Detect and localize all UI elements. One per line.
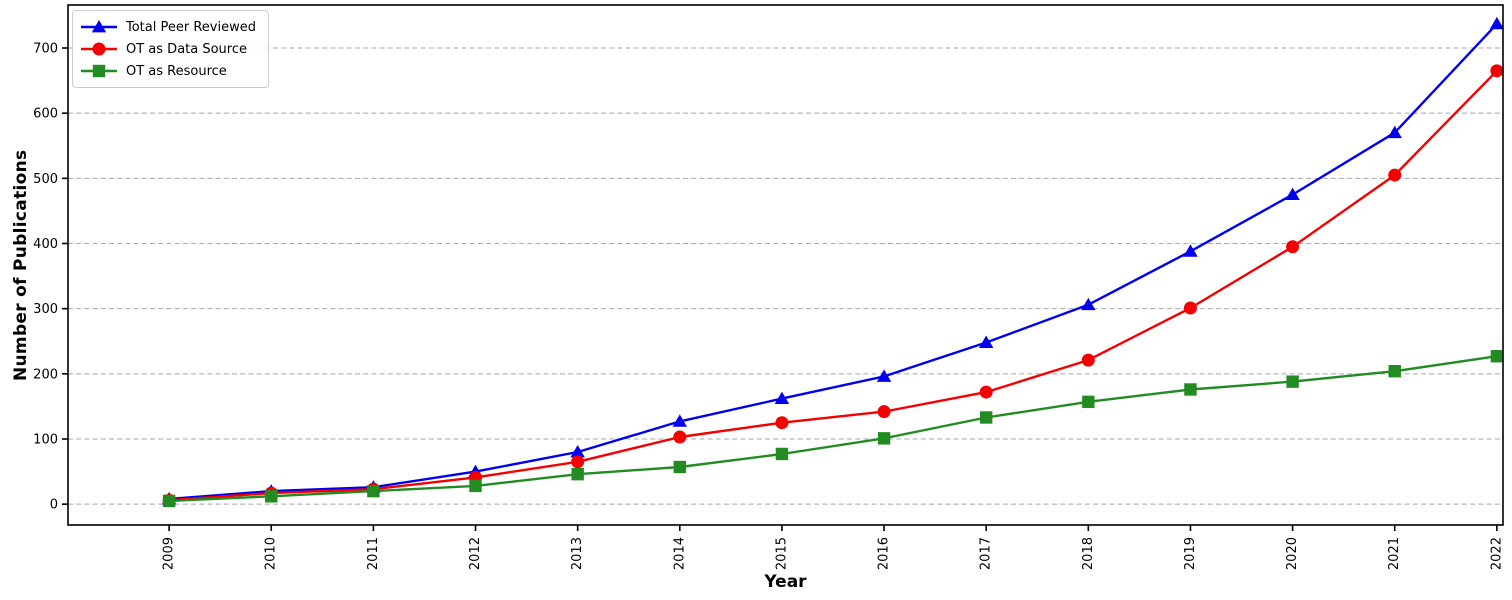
circle-marker — [673, 430, 687, 444]
y-tick-label: 500 — [33, 172, 58, 187]
legend-label: OT as Data Source — [126, 41, 247, 57]
legend-marker-triangle-icon — [81, 20, 117, 33]
x-tick-label: 2011 — [366, 537, 381, 570]
circle-marker — [571, 455, 585, 469]
square-marker — [265, 490, 278, 503]
triangle-marker — [978, 335, 994, 348]
circle-marker — [1388, 168, 1402, 182]
legend-item-ot-as-data-source: OT as Data Source — [80, 39, 256, 59]
square-marker — [775, 447, 789, 461]
circle-marker — [1490, 64, 1504, 78]
triangle-marker — [91, 20, 107, 33]
series-line — [167, 22, 1499, 501]
square-marker — [162, 494, 176, 508]
legend-marker-circle-icon — [81, 42, 117, 56]
x-axis-title: Year — [764, 572, 807, 592]
series-total-peer-reviewed — [161, 16, 1505, 505]
x-tick-label: 2016 — [877, 537, 892, 570]
triangle-marker — [1387, 125, 1402, 139]
x-tick-label: 2017 — [979, 537, 994, 570]
triangle-marker — [1285, 187, 1300, 201]
x-tick-label: 2014 — [672, 537, 687, 570]
x-tick-label: 2018 — [1081, 537, 1096, 570]
y-tick-label: 0 — [50, 498, 58, 513]
legend-label: OT as Resource — [126, 63, 227, 79]
chart-legend: Total Peer Reviewed OT as Data Source OT… — [72, 10, 269, 88]
circle-marker — [775, 416, 789, 430]
x-tick-label: 2013 — [570, 537, 585, 570]
x-tick-label: 2015 — [774, 537, 789, 570]
y-axis-title: Number of Publications — [11, 149, 31, 381]
series-line — [167, 69, 1499, 502]
x-tick-label: 2022 — [1489, 537, 1504, 570]
y-tick-label: 200 — [33, 367, 58, 382]
x-tick-label: 2019 — [1183, 537, 1198, 570]
square-marker — [1286, 375, 1299, 388]
square-marker — [469, 479, 482, 493]
square-marker — [673, 460, 686, 474]
y-tick-label: 400 — [33, 237, 58, 252]
triangle-marker — [672, 414, 687, 427]
series-line — [167, 355, 1499, 503]
y-tick-label: 100 — [33, 432, 58, 447]
y-tick-label: 300 — [33, 302, 58, 317]
x-tick-label: 2010 — [264, 537, 279, 570]
legend-item-total-peer-reviewed: Total Peer Reviewed — [80, 17, 256, 37]
axis-ticks: 0 100 200 300 400 500 600 700 2009 2010 2011 2012 20… — [33, 42, 1504, 571]
triangle-marker — [1081, 297, 1096, 311]
x-tick-label: 2012 — [468, 537, 483, 570]
x-tick-label: 2021 — [1387, 537, 1402, 570]
square-marker — [1388, 365, 1401, 378]
square-marker — [571, 467, 584, 481]
y-tick-label: 600 — [33, 107, 58, 122]
square-marker — [1082, 395, 1095, 409]
circle-marker — [1081, 353, 1095, 367]
legend-label: Total Peer Reviewed — [126, 19, 256, 35]
circle-marker — [1183, 301, 1197, 315]
gridlines — [68, 47, 1503, 505]
y-tick-label: 700 — [33, 42, 58, 57]
square-marker — [979, 411, 993, 424]
legend-marker-square-icon — [81, 64, 117, 78]
circle-marker — [92, 42, 106, 56]
circle-marker — [1286, 240, 1300, 254]
legend-item-ot-as-resource: OT as Resource — [80, 61, 256, 81]
square-marker — [92, 64, 106, 78]
plot-border — [67, 4, 1504, 526]
circle-marker — [877, 405, 891, 419]
triangle-marker — [570, 445, 585, 458]
square-marker — [877, 432, 891, 445]
square-marker — [1184, 383, 1197, 396]
triangle-marker — [1183, 244, 1198, 257]
triangle-marker — [876, 369, 892, 382]
circle-marker — [979, 385, 993, 399]
square-marker — [367, 484, 380, 498]
series-ot-as-data-source — [162, 64, 1504, 507]
triangle-marker — [774, 391, 790, 404]
series-ot-as-resource — [162, 350, 1504, 508]
x-tick-label: 2009 — [162, 537, 177, 570]
square-marker — [1490, 350, 1504, 363]
triangle-marker — [1489, 16, 1505, 30]
x-tick-label: 2020 — [1285, 537, 1300, 570]
